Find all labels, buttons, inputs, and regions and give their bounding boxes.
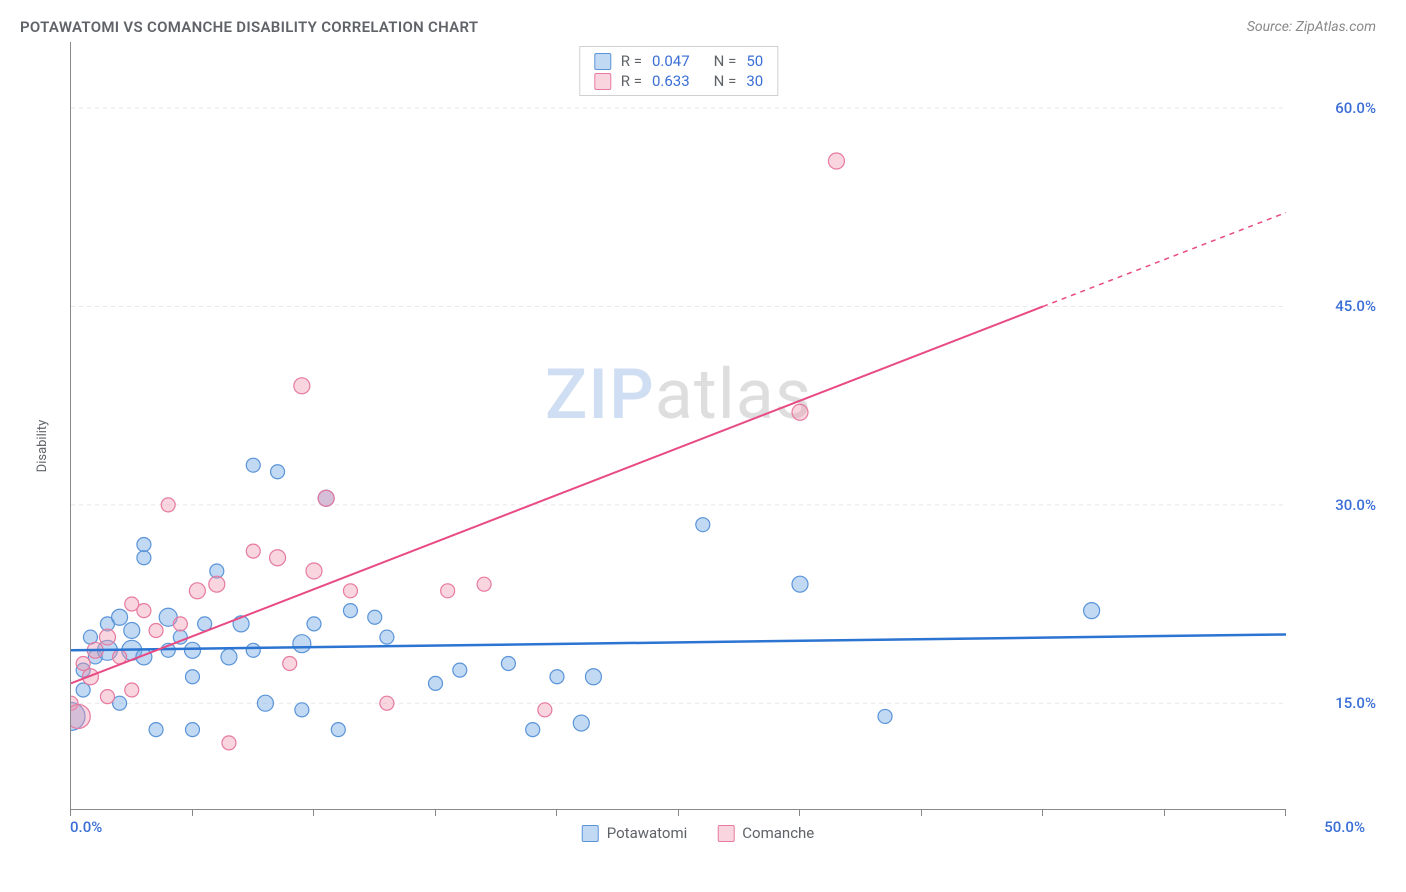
data-point	[318, 490, 334, 506]
x-tick-mark	[70, 810, 71, 816]
data-point	[149, 723, 163, 737]
data-point	[878, 709, 892, 723]
y-tick-label: 15.0%	[1335, 694, 1376, 712]
data-point	[137, 604, 151, 618]
data-point	[185, 642, 201, 658]
data-point	[477, 577, 491, 591]
legend-item-comanche: Comanche	[717, 824, 814, 842]
x-tick-label: 0.0%	[70, 818, 102, 836]
data-point	[294, 378, 310, 394]
data-point	[429, 676, 443, 690]
x-tick-mark	[1164, 810, 1165, 816]
legend-swatch-comanche	[594, 73, 611, 90]
x-tick-label: 50.0%	[1324, 818, 1365, 836]
trendline-comanche-extrapolated	[1043, 213, 1286, 307]
data-point	[343, 604, 357, 618]
data-point	[137, 551, 151, 565]
data-point	[186, 670, 200, 684]
x-tick-mark	[192, 810, 193, 816]
data-point	[71, 704, 90, 728]
x-tick-mark	[921, 810, 922, 816]
source-label: Source: ZipAtlas.com	[1247, 19, 1376, 35]
data-point	[453, 663, 467, 677]
data-point	[293, 635, 311, 653]
legend-label: Comanche	[742, 824, 814, 842]
data-point	[246, 458, 260, 472]
data-point	[550, 670, 564, 684]
data-point	[246, 643, 260, 657]
data-point	[221, 649, 237, 665]
data-point	[257, 695, 273, 711]
data-point	[100, 690, 114, 704]
data-point	[161, 498, 175, 512]
data-point	[585, 669, 601, 685]
data-point	[696, 518, 710, 532]
y-tick-label: 30.0%	[1335, 496, 1376, 514]
legend-row-comanche: R = 0.633 N = 30	[594, 71, 763, 91]
x-tick-mark	[313, 810, 314, 816]
legend-label: Potawatomi	[607, 824, 688, 842]
plot-area: ZIPatlas R = 0.047 N = 50 R = 0.633 N = …	[70, 42, 1286, 810]
data-point	[295, 703, 309, 717]
data-point	[76, 683, 90, 697]
trendline-comanche	[71, 306, 1043, 683]
data-point	[306, 563, 322, 579]
correlation-legend: R = 0.047 N = 50 R = 0.633 N = 30	[579, 46, 778, 96]
legend-swatch-potawatomi	[594, 53, 611, 70]
data-point	[368, 610, 382, 624]
data-point	[76, 657, 90, 671]
x-tick-mark	[556, 810, 557, 816]
x-tick-mark	[1042, 810, 1043, 816]
data-point	[526, 723, 540, 737]
data-point	[209, 576, 225, 592]
data-point	[380, 696, 394, 710]
data-point	[271, 465, 285, 479]
data-point	[573, 715, 589, 731]
trendline-potawatomi	[71, 634, 1286, 650]
legend-item-potawatomi: Potawatomi	[582, 824, 688, 842]
data-point	[149, 623, 163, 637]
y-tick-label: 60.0%	[1335, 99, 1376, 117]
data-point	[1084, 603, 1100, 619]
data-point	[112, 609, 128, 625]
y-tick-label: 45.0%	[1335, 297, 1376, 315]
chart-title: POTAWATOMI VS COMANCHE DISABILITY CORREL…	[20, 18, 478, 36]
data-point	[173, 617, 187, 631]
data-point	[137, 538, 151, 552]
data-point	[283, 657, 297, 671]
data-point	[222, 736, 236, 750]
legend-row-potawatomi: R = 0.047 N = 50	[594, 51, 763, 71]
x-tick-mark	[1285, 810, 1286, 816]
data-point	[331, 723, 345, 737]
data-point	[501, 657, 515, 671]
data-point	[343, 584, 357, 598]
x-tick-mark	[799, 810, 800, 816]
data-point	[538, 703, 552, 717]
data-point	[246, 544, 260, 558]
chart-svg	[71, 42, 1286, 809]
data-point	[307, 617, 321, 631]
data-point	[792, 404, 808, 420]
x-tick-mark	[678, 810, 679, 816]
data-point	[270, 550, 286, 566]
data-point	[125, 683, 139, 697]
series-legend: Potawatomi Comanche	[582, 824, 815, 842]
data-point	[186, 723, 200, 737]
data-point	[828, 153, 844, 169]
data-point	[380, 630, 394, 644]
y-axis-label: Disability	[35, 420, 50, 473]
data-point	[124, 622, 140, 638]
legend-swatch-comanche	[717, 825, 734, 842]
data-point	[792, 576, 808, 592]
data-point	[441, 584, 455, 598]
data-point	[99, 629, 115, 645]
legend-swatch-potawatomi	[582, 825, 599, 842]
data-point	[189, 583, 205, 599]
x-tick-mark	[435, 810, 436, 816]
